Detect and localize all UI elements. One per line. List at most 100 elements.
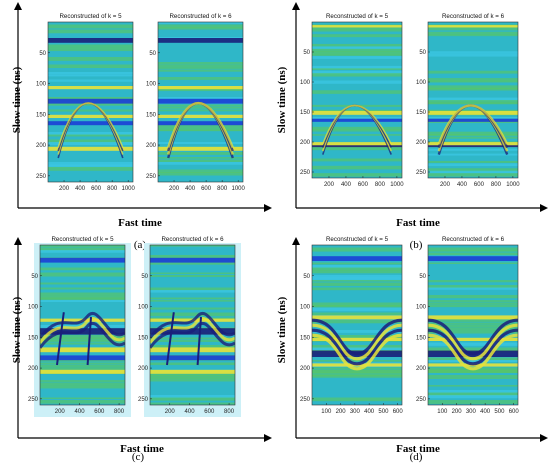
subplot-title: Reconstructed of k = 6 (169, 13, 232, 20)
x-tick-label: 400 (480, 409, 491, 415)
panel-a: Slow time (ns) Fast time (a) Reconstructed … (11, 2, 272, 251)
x-tick-label: 400 (364, 409, 375, 415)
y-tick-label: 250 (300, 397, 311, 403)
radargram-image (428, 22, 518, 178)
y-tick-label: 100 (300, 305, 311, 311)
x-tick-label: 600 (91, 186, 102, 192)
x-tick-label: 200 (169, 186, 180, 192)
y-tick-label: 200 (28, 366, 39, 372)
y-tick-label: 100 (28, 305, 39, 311)
y-tick-label: 250 (28, 397, 39, 403)
x-tick-label: 1000 (232, 186, 246, 192)
y-tick-label: 100 (138, 305, 149, 311)
x-tick-label: 1000 (506, 182, 520, 188)
subplot-k5: Reconstructed of k = 5 50 100 150 200 250 100 2… (300, 236, 403, 415)
panel-d: Slow time (ns) Fast time(d) Reconstructed … (276, 236, 548, 463)
x-tick-label: 400 (457, 182, 468, 188)
x-tick-label: 200 (165, 409, 176, 415)
x-tick-label: 600 (204, 409, 215, 415)
x-tick-label: 600 (201, 186, 212, 192)
y-tick-label: 150 (146, 112, 157, 118)
subplot-title: Reconstructed of k = 6 (161, 236, 224, 243)
y-tick-label: 150 (416, 110, 427, 116)
x-tick-label: 800 (375, 182, 386, 188)
plot-frame (157, 21, 244, 183)
x-tick-label: 200 (336, 409, 347, 415)
panel-b: Slow time (ns) Fast time (b) Reconstructed … (276, 2, 548, 251)
y-axis-label: Slow time (ns) (276, 66, 288, 133)
subplot-k5: Reconstructed of k = 5 50 100 150 200 250 200 4… (28, 236, 131, 417)
y-tick-label: 200 (138, 366, 149, 372)
y-tick-label: 150 (138, 335, 149, 341)
plot-frame (427, 244, 519, 406)
y-axis-label: Slow time (ns) (11, 66, 23, 133)
y-tick-label: 250 (138, 397, 149, 403)
y-tick-label: 50 (31, 274, 38, 280)
panel-label: (a) (134, 239, 147, 251)
subplot-title: Reconstructed of k = 5 (59, 13, 122, 20)
y-tick-label: 200 (146, 143, 157, 149)
panel-label: (c) (132, 451, 145, 463)
y-axis-label: Slow time (ns) (11, 296, 23, 363)
y-tick-label: 200 (416, 140, 427, 146)
x-tick-label: 400 (75, 186, 86, 192)
y-tick-label: 50 (419, 274, 426, 280)
subplot-title: Reconstructed of k = 6 (442, 236, 505, 243)
subplot-title: Reconstructed of k = 5 (51, 236, 114, 243)
radargram-image (312, 22, 402, 178)
radargram-image (428, 245, 518, 405)
y-tick-label: 100 (146, 82, 157, 88)
x-tick-label: 200 (440, 182, 451, 188)
y-tick-label: 150 (300, 335, 311, 341)
x-tick-label: 200 (452, 409, 463, 415)
radargram-image (48, 22, 133, 182)
x-tick-label: 500 (494, 409, 505, 415)
x-tick-label: 200 (55, 409, 66, 415)
y-tick-label: 250 (416, 170, 427, 176)
x-tick-label: 800 (107, 186, 118, 192)
y-tick-label: 200 (300, 140, 311, 146)
y-tick-label: 100 (300, 80, 311, 86)
x-axis-label: Fast time (396, 443, 440, 455)
y-tick-label: 50 (39, 51, 46, 57)
y-tick-label: 100 (416, 80, 427, 86)
plot-frame (149, 244, 236, 406)
y-tick-label: 150 (300, 110, 311, 116)
x-tick-label: 800 (491, 182, 502, 188)
y-tick-label: 100 (36, 82, 47, 88)
plot-frame (311, 21, 403, 179)
radargram-image (150, 245, 235, 405)
x-tick-label: 600 (509, 409, 520, 415)
radargram-image (158, 22, 243, 182)
x-tick-label: 1000 (122, 186, 136, 192)
y-tick-label: 250 (146, 174, 157, 180)
y-tick-label: 50 (141, 274, 148, 280)
y-tick-label: 200 (36, 143, 47, 149)
x-tick-label: 200 (324, 182, 335, 188)
x-axis-label: Fast time (396, 217, 440, 229)
plot-frame (39, 244, 126, 406)
y-tick-label: 50 (303, 50, 310, 56)
subplot-k6: Reconstructed of k = 6 50 100 150 200 250 200 4… (146, 13, 246, 192)
y-tick-label: 250 (300, 170, 311, 176)
y-tick-label: 150 (28, 335, 39, 341)
y-tick-label: 150 (416, 335, 427, 341)
x-tick-label: 500 (378, 409, 389, 415)
y-tick-label: 250 (36, 174, 47, 180)
subplot-title: Reconstructed of k = 5 (326, 236, 389, 243)
y-tick-label: 100 (416, 305, 427, 311)
x-axis-label: Fast time (120, 443, 164, 455)
x-tick-label: 300 (466, 409, 477, 415)
y-tick-label: 200 (416, 366, 427, 372)
x-tick-label: 400 (75, 409, 86, 415)
x-tick-label: 800 (217, 186, 228, 192)
y-tick-label: 50 (419, 50, 426, 56)
y-tick-label: 50 (149, 51, 156, 57)
y-tick-label: 50 (303, 274, 310, 280)
y-axis-label: Slow time (ns) (276, 296, 288, 363)
plot-frame (311, 244, 403, 406)
subplot-k6: Reconstructed of k = 6 50 100 150 200 250 200 4… (416, 13, 520, 188)
subplot-k6: Reconstructed of k = 6 50 100 150 200 250 200 4… (138, 236, 241, 417)
subplot-title: Reconstructed of k = 6 (442, 13, 505, 20)
